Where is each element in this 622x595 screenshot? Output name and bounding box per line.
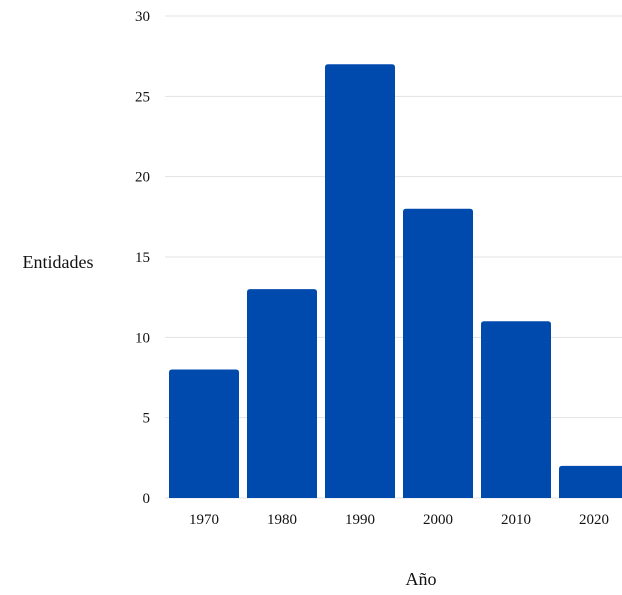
x-tick-labels: 1970 1980 1990 2000 2010 2020 xyxy=(189,512,609,528)
x-tick-label: 1970 xyxy=(189,512,219,528)
bar-2000 xyxy=(403,208,473,499)
bars xyxy=(169,64,622,499)
bar-2010 xyxy=(481,321,551,498)
x-tick-label: 2020 xyxy=(579,512,609,528)
x-tick-label: 1980 xyxy=(267,512,297,528)
x-tick-label: 2010 xyxy=(501,512,531,528)
y-tick-label: 15 xyxy=(135,250,150,266)
y-tick-label: 0 xyxy=(143,491,151,507)
x-tick-label: 2000 xyxy=(423,512,453,528)
y-tick-label: 5 xyxy=(143,411,151,427)
bar-1980 xyxy=(247,289,317,498)
y-tick-labels: 0 5 10 15 20 25 30 xyxy=(135,9,150,507)
y-tick-label: 30 xyxy=(135,9,150,25)
bar-1990 xyxy=(325,64,395,498)
x-tick-label: 1990 xyxy=(345,512,375,528)
bar-1970 xyxy=(169,369,239,498)
y-axis-label: Entidades xyxy=(23,252,94,272)
y-tick-label: 20 xyxy=(135,170,150,186)
bar-2020 xyxy=(559,465,622,498)
y-tick-label: 10 xyxy=(135,330,150,346)
x-axis-label: Año xyxy=(406,569,437,589)
y-tick-label: 25 xyxy=(135,89,150,105)
